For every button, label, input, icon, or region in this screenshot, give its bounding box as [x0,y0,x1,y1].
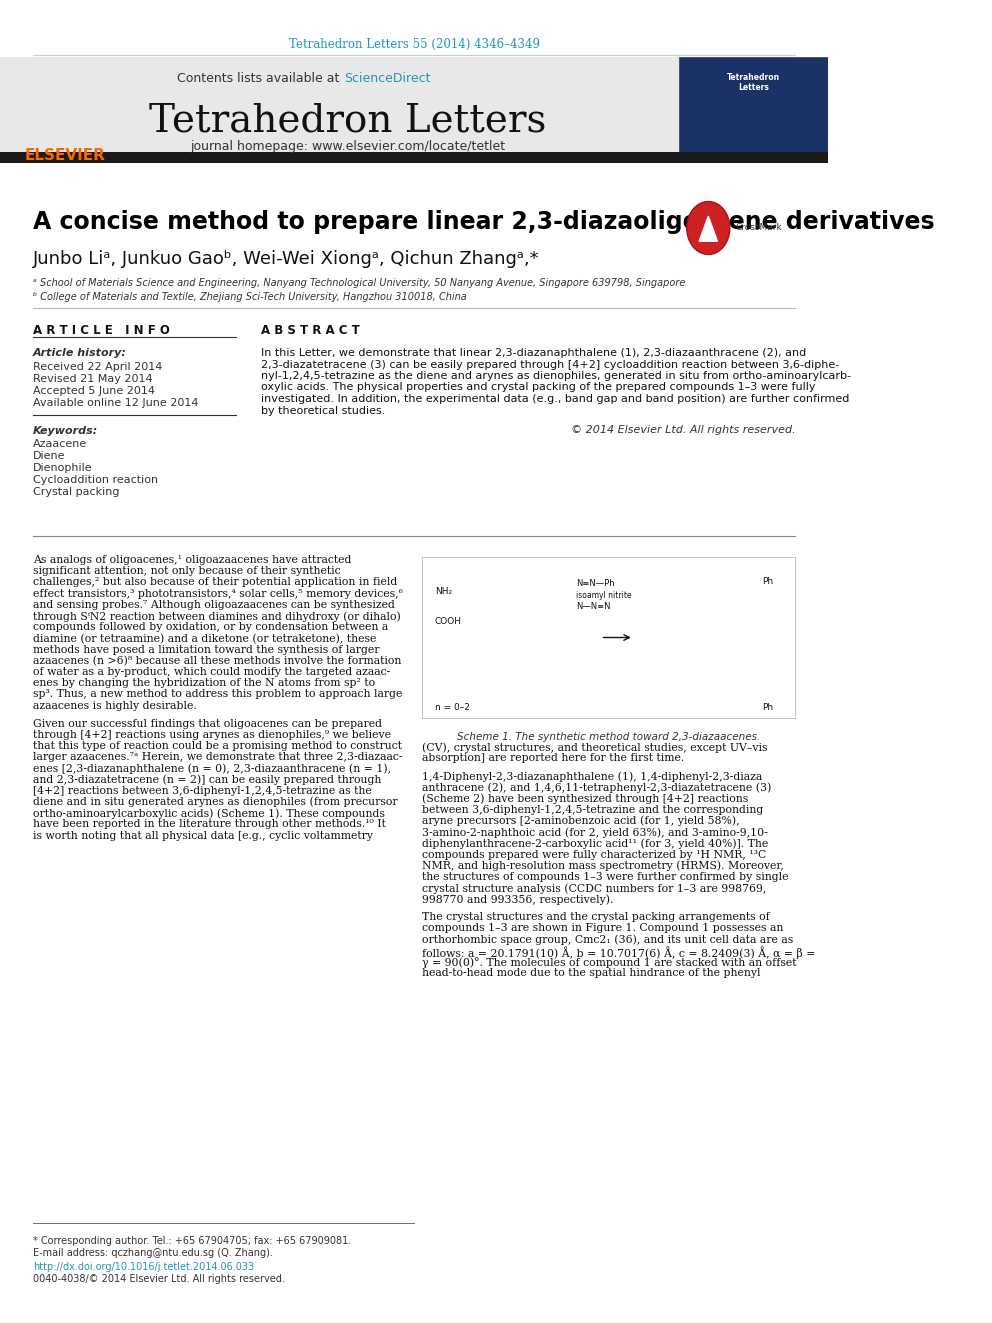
Text: journal homepage: www.elsevier.com/locate/tetlet: journal homepage: www.elsevier.com/locat… [190,140,506,153]
Bar [0,152,828,163]
Text: In this Letter, we demonstrate that linear 2,3-diazanaphthalene (1), 2,3-diazaan: In this Letter, we demonstrate that line… [261,348,806,359]
Text: the structures of compounds 1–3 were further confirmed by single: the structures of compounds 1–3 were fur… [423,872,789,882]
Text: of water as a by-product, which could modify the targeted azaac-: of water as a by-product, which could mo… [33,667,391,677]
Text: Revised 21 May 2014: Revised 21 May 2014 [33,374,153,384]
Text: γ = 90(0)°. The molecules of compound 1 are stacked with an offset: γ = 90(0)°. The molecules of compound 1 … [423,957,797,968]
Text: Tetrahedron Letters 55 (2014) 4346–4349: Tetrahedron Letters 55 (2014) 4346–4349 [289,38,540,52]
Text: head-to-head mode due to the spatial hindrance of the phenyl: head-to-head mode due to the spatial hin… [423,968,761,978]
Ellipse shape [686,201,730,254]
Bar [423,557,796,718]
Text: follows: a = 20.1791(10) Å, b = 10.7017(6) Å, c = 8.2409(3) Å, α = β =: follows: a = 20.1791(10) Å, b = 10.7017(… [423,946,815,959]
Text: Ph: Ph [762,577,774,586]
Text: is worth noting that all physical data [e.g., cyclic voltammetry: is worth noting that all physical data [… [33,831,373,840]
Text: and 2,3-diazatetracene (n = 2)] can be easily prepared through: and 2,3-diazatetracene (n = 2)] can be e… [33,774,382,785]
Text: Cycloaddition reaction: Cycloaddition reaction [33,475,159,486]
Text: Given our successful findings that oligoacenes can be prepared: Given our successful findings that oligo… [33,718,382,729]
Polygon shape [699,216,717,241]
Text: Accepted 5 June 2014: Accepted 5 June 2014 [33,386,155,396]
Text: N—N≡N: N—N≡N [575,602,610,611]
Text: Junbo Liᵃ, Junkuo Gaoᵇ, Wei-Wei Xiongᵃ, Qichun Zhangᵃ,*: Junbo Liᵃ, Junkuo Gaoᵇ, Wei-Wei Xiongᵃ, … [33,250,540,269]
Text: A R T I C L E   I N F O: A R T I C L E I N F O [33,324,170,337]
Bar [128,57,680,155]
Text: challenges,² but also because of their potential application in field: challenges,² but also because of their p… [33,577,398,587]
Text: 2,3-diazatetracene (3) can be easily prepared through [4+2] cycloaddition reacti: 2,3-diazatetracene (3) can be easily pre… [261,360,839,369]
Text: compounds 1–3 are shown in Figure 1. Compound 1 possesses an: compounds 1–3 are shown in Figure 1. Com… [423,923,784,934]
Text: Tetrahedron
Letters: Tetrahedron Letters [727,73,781,93]
Text: methods have posed a limitation toward the synthesis of larger: methods have posed a limitation toward t… [33,644,380,655]
Text: diphenylanthracene-2-carboxylic acid¹¹ (for 3, yield 40%)]. The: diphenylanthracene-2-carboxylic acid¹¹ (… [423,839,769,849]
Text: (Scheme 2) have been synthesized through [4+2] reactions: (Scheme 2) have been synthesized through… [423,794,749,804]
Text: A B S T R A C T: A B S T R A C T [261,324,360,337]
Text: through SᵎN2 reaction between diamines and dihydroxy (or dihalo): through SᵎN2 reaction between diamines a… [33,611,401,622]
Text: A concise method to prepare linear 2,3-diazaoligoacene derivatives: A concise method to prepare linear 2,3-d… [33,210,934,234]
Text: As analogs of oligoacenes,¹ oligoazaacenes have attracted: As analogs of oligoacenes,¹ oligoazaacen… [33,556,351,565]
Text: absorption] are reported here for the first time.: absorption] are reported here for the fi… [423,753,684,763]
Text: Available online 12 June 2014: Available online 12 June 2014 [33,398,198,407]
Text: http://dx.doi.org/10.1016/j.tetlet.2014.06.033: http://dx.doi.org/10.1016/j.tetlet.2014.… [33,1262,254,1271]
Text: ᵃ School of Materials Science and Engineering, Nanyang Technological University,: ᵃ School of Materials Science and Engine… [33,278,685,288]
Text: Dienophile: Dienophile [33,463,93,474]
Text: ᵇ College of Materials and Textile, Zhejiang Sci-Tech University, Hangzhou 31001: ᵇ College of Materials and Textile, Zhej… [33,292,467,302]
Text: E-mail address: qczhang@ntu.edu.sg (Q. Zhang).: E-mail address: qczhang@ntu.edu.sg (Q. Z… [33,1248,273,1258]
Text: © 2014 Elsevier Ltd. All rights reserved.: © 2014 Elsevier Ltd. All rights reserved… [570,425,796,435]
Text: Azaacene: Azaacene [33,439,87,448]
Text: Scheme 1. The synthetic method toward 2,3-diazaacenes.: Scheme 1. The synthetic method toward 2,… [457,732,761,742]
Text: azaacenes is highly desirable.: azaacenes is highly desirable. [33,701,196,710]
Bar [0,57,128,155]
Text: 1,4-Diphenyl-2,3-diazanaphthalene (1), 1,4-diphenyl-2,3-diaza: 1,4-Diphenyl-2,3-diazanaphthalene (1), 1… [423,771,763,782]
Text: isoamyl nitrite: isoamyl nitrite [575,591,631,601]
Text: have been reported in the literature through other methods.¹⁰ It: have been reported in the literature thr… [33,819,386,830]
Text: Ph: Ph [762,703,774,712]
Text: nyl-1,2,4,5-tetrazine as the diene and arynes as dienophiles, generated in situ : nyl-1,2,4,5-tetrazine as the diene and a… [261,370,851,381]
Text: crystal structure analysis (CCDC numbers for 1–3 are 998769,: crystal structure analysis (CCDC numbers… [423,884,767,893]
Bar [680,57,828,155]
Text: n = 0–2: n = 0–2 [434,703,470,712]
Text: CrossMark: CrossMark [736,224,783,233]
Text: larger azaacenes.⁷ᵃ Herein, we demonstrate that three 2,3-diazaac-: larger azaacenes.⁷ᵃ Herein, we demonstra… [33,751,403,762]
Text: orthorhombic space group, Cmc2₁ (36), and its unit cell data are as: orthorhombic space group, Cmc2₁ (36), an… [423,934,794,945]
Text: investigated. In addition, the experimental data (e.g., band gap and band positi: investigated. In addition, the experimen… [261,394,849,404]
Text: N≡N—Ph: N≡N—Ph [575,579,614,587]
Text: COOH: COOH [434,617,462,626]
Text: compounds prepared were fully characterized by ¹H NMR, ¹³C: compounds prepared were fully characteri… [423,849,767,860]
Text: * Corresponding author. Tel.: +65 67904705; fax: +65 67909081.: * Corresponding author. Tel.: +65 679047… [33,1236,351,1246]
Text: ortho-aminoarylcarboxylic acids) (Scheme 1). These compounds: ortho-aminoarylcarboxylic acids) (Scheme… [33,808,385,819]
Text: enes [2,3-diazanaphthalene (n = 0), 2,3-diazaanthracene (n = 1),: enes [2,3-diazanaphthalene (n = 0), 2,3-… [33,763,391,774]
Text: Keywords:: Keywords: [33,426,98,437]
Text: The crystal structures and the crystal packing arrangements of: The crystal structures and the crystal p… [423,913,770,922]
Text: [4+2] reactions between 3,6-diphenyl-1,2,4,5-tetrazine as the: [4+2] reactions between 3,6-diphenyl-1,2… [33,786,372,795]
Text: diene and in situ generated arynes as dienophiles (from precursor: diene and in situ generated arynes as di… [33,796,398,807]
Text: that this type of reaction could be a promising method to construct: that this type of reaction could be a pr… [33,741,402,751]
Text: effect transistors,³ phototransistors,⁴ solar cells,⁵ memory devices,⁶: effect transistors,³ phototransistors,⁴ … [33,589,403,598]
Text: through [4+2] reactions using arynes as dienophiles,⁹ we believe: through [4+2] reactions using arynes as … [33,730,391,740]
Text: (CV), crystal structures, and theoretical studies, except UV–vis: (CV), crystal structures, and theoretica… [423,742,768,753]
Text: compounds followed by oxidation, or by condensation between a: compounds followed by oxidation, or by c… [33,622,389,632]
Text: Received 22 April 2014: Received 22 April 2014 [33,363,163,372]
Text: diamine (or tetraamine) and a diketone (or tetraketone), these: diamine (or tetraamine) and a diketone (… [33,634,377,644]
Text: NH₂: NH₂ [434,587,452,595]
Text: Crystal packing: Crystal packing [33,487,120,497]
Text: 3-amino-2-naphthoic acid (for 2, yield 63%), and 3-amino-9,10-: 3-amino-2-naphthoic acid (for 2, yield 6… [423,827,768,837]
Text: ScienceDirect: ScienceDirect [344,71,431,85]
Text: enes by changing the hybridization of the N atoms from sp² to: enes by changing the hybridization of th… [33,679,375,688]
Text: 0040-4038/© 2014 Elsevier Ltd. All rights reserved.: 0040-4038/© 2014 Elsevier Ltd. All right… [33,1274,285,1285]
Text: oxylic acids. The physical properties and crystal packing of the prepared compou: oxylic acids. The physical properties an… [261,382,815,393]
Text: NMR, and high-resolution mass spectrometry (HRMS). Moreover,: NMR, and high-resolution mass spectromet… [423,861,785,872]
Text: Diene: Diene [33,451,65,460]
Text: anthracene (2), and 1,4,6,11-tetraphenyl-2,3-diazatetracene (3): anthracene (2), and 1,4,6,11-tetraphenyl… [423,782,772,792]
Text: sp³. Thus, a new method to address this problem to approach large: sp³. Thus, a new method to address this … [33,689,403,700]
Text: by theoretical studies.: by theoretical studies. [261,406,385,415]
Text: 998770 and 993356, respectively).: 998770 and 993356, respectively). [423,894,614,905]
Text: azaacenes (n >6)⁸ because all these methods involve the formation: azaacenes (n >6)⁸ because all these meth… [33,656,402,665]
Text: Article history:: Article history: [33,348,127,359]
Text: significant attention, not only because of their synthetic: significant attention, not only because … [33,566,341,577]
Text: aryne precursors [2-aminobenzoic acid (for 1, yield 58%),: aryne precursors [2-aminobenzoic acid (f… [423,816,740,827]
Text: Tetrahedron Letters: Tetrahedron Letters [149,102,547,139]
Text: between 3,6-diphenyl-1,2,4,5-tetrazine and the corresponding: between 3,6-diphenyl-1,2,4,5-tetrazine a… [423,804,764,815]
Text: Contents lists available at: Contents lists available at [178,71,344,85]
Text: and sensing probes.⁷ Although oligoazaacenes can be synthesized: and sensing probes.⁷ Although oligoazaac… [33,599,395,610]
Text: ELSEVIER: ELSEVIER [25,148,106,163]
